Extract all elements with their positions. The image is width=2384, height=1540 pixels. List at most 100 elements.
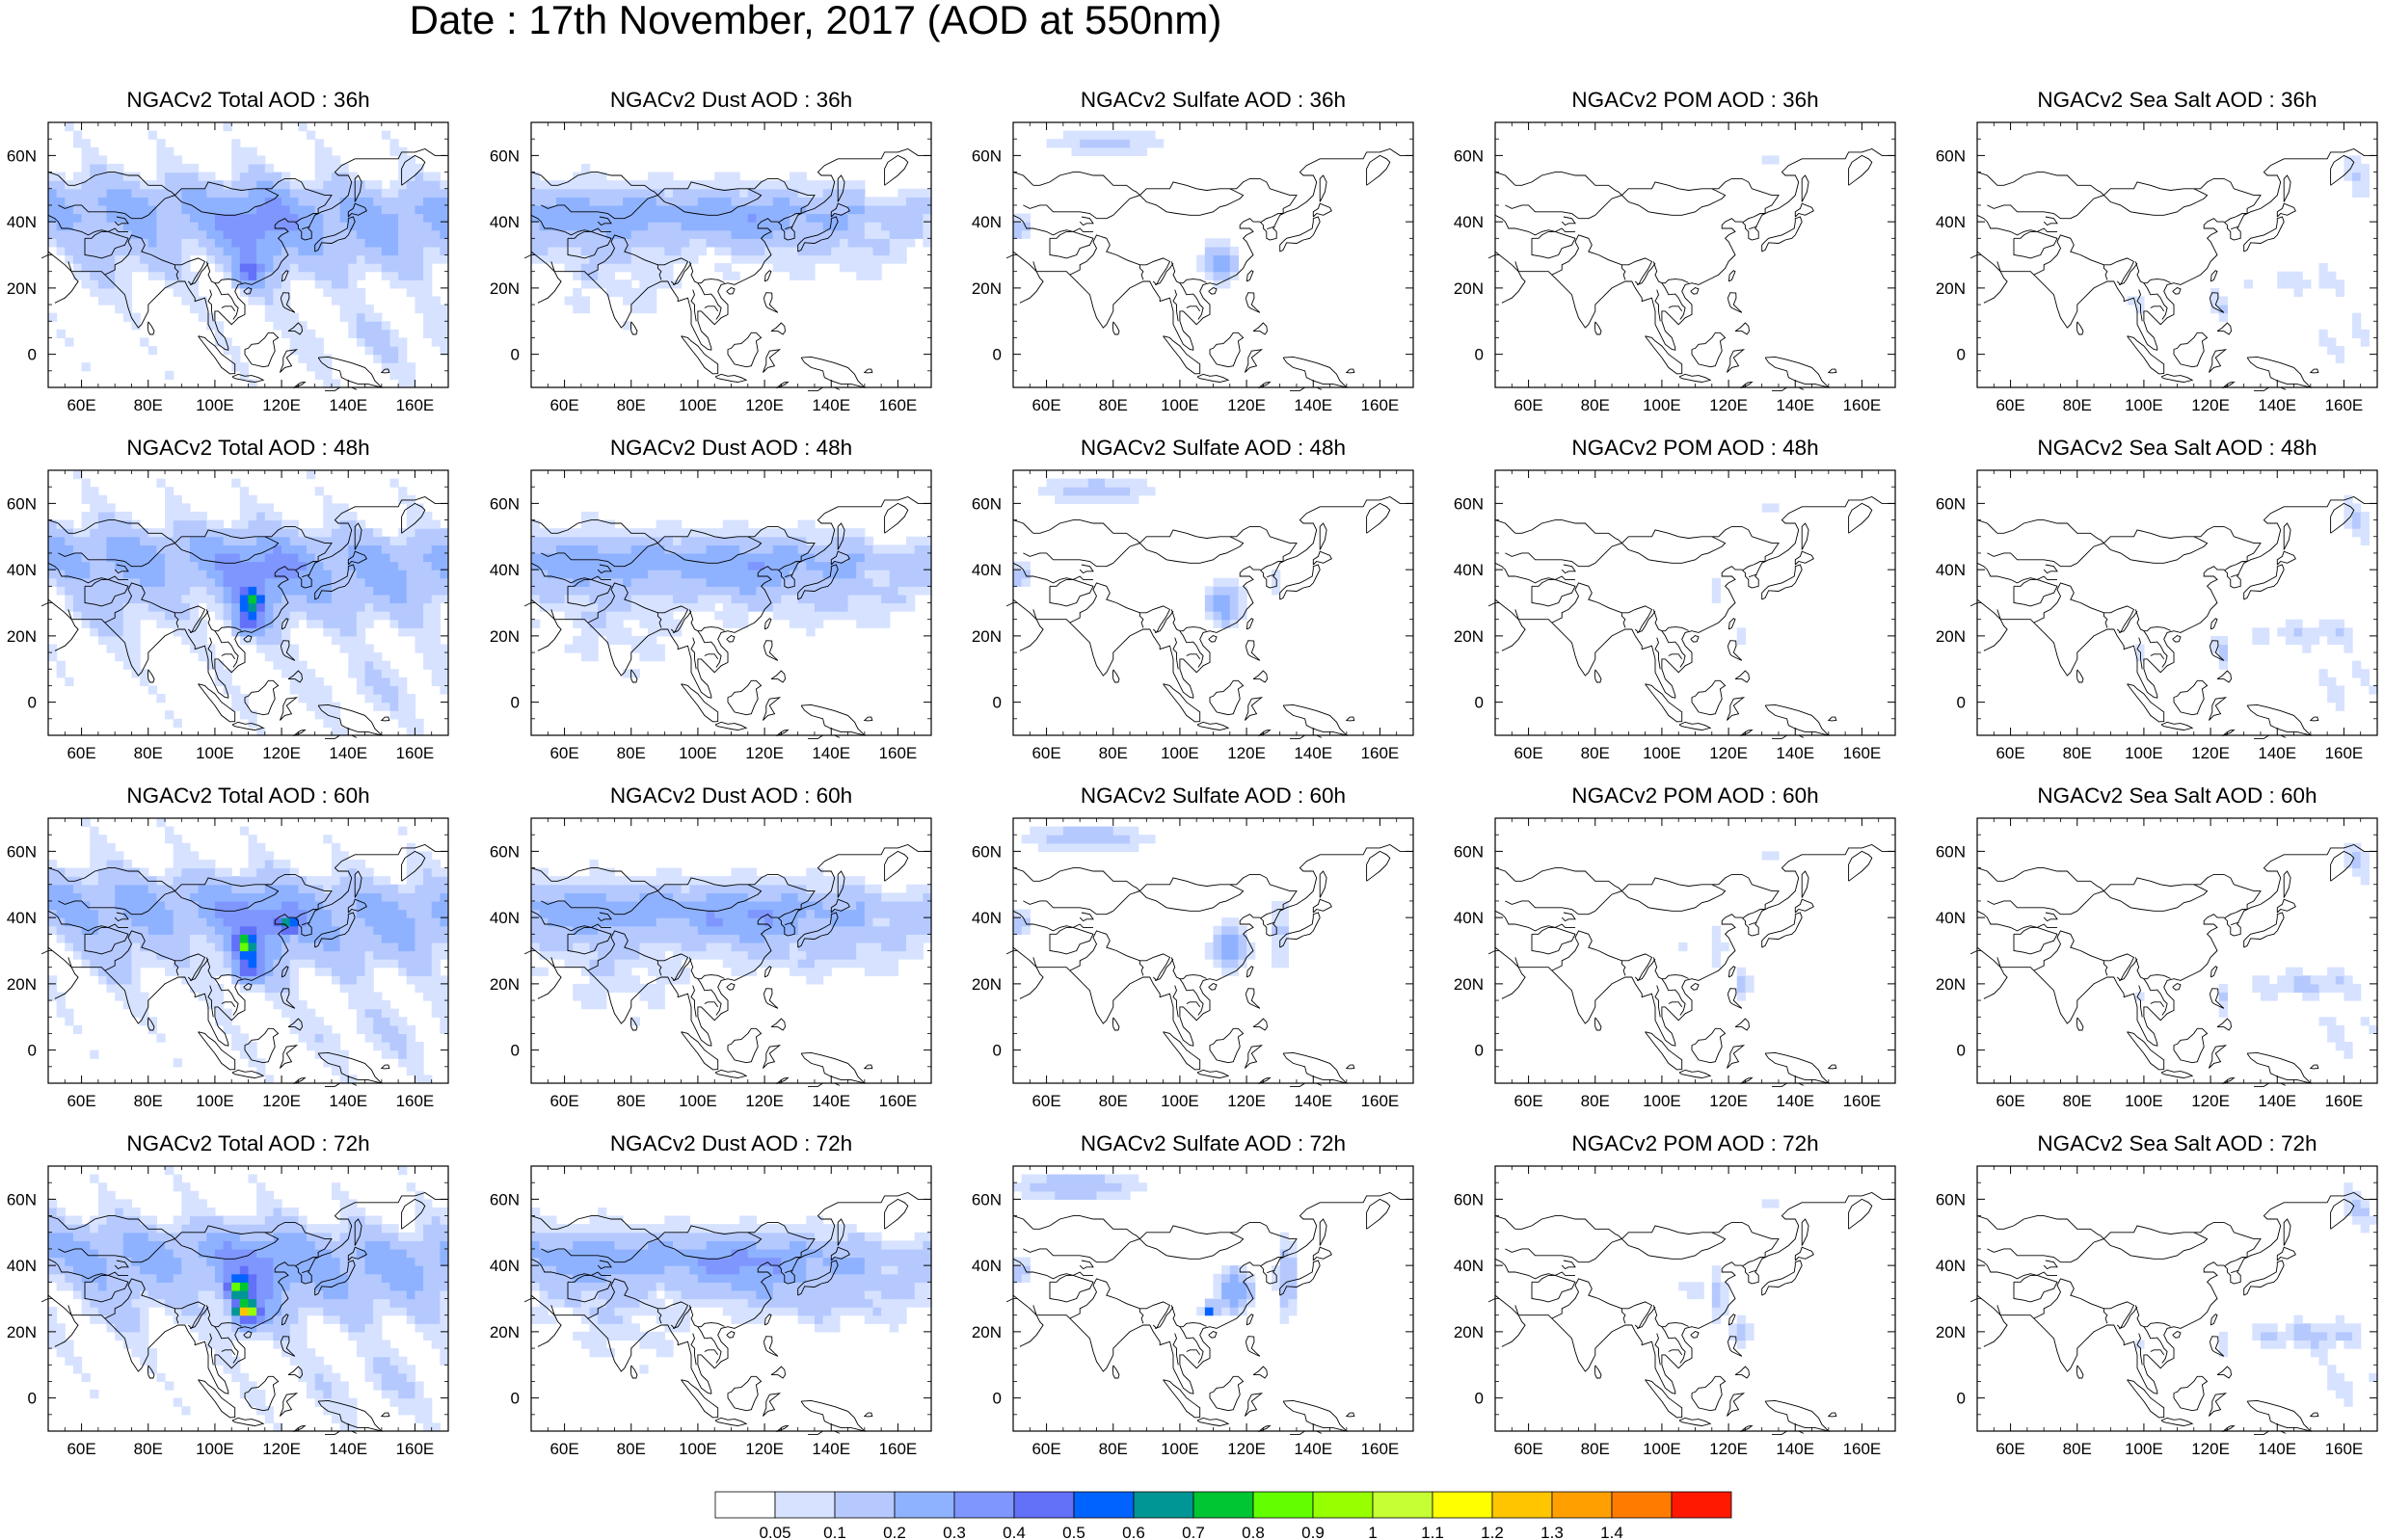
lon-tick-label: 100E (1161, 744, 1199, 762)
lon-tick-label: 80E (134, 1440, 163, 1458)
lat-tick-label: 60N (7, 146, 37, 165)
lon-tick-label: 60E (1996, 744, 2024, 762)
lat-tick-label: 20N (7, 975, 37, 994)
lon-tick-label: 100E (2125, 1092, 2163, 1110)
lon-tick-label: 80E (134, 744, 163, 762)
lat-tick-label: 60N (490, 494, 520, 513)
aod-field (531, 1208, 932, 1373)
colorbar-swatch (1492, 1492, 1552, 1518)
lat-tick-label: 0 (1957, 694, 1966, 712)
colorbar-swatch (1253, 1492, 1313, 1518)
lat-tick-label: 60N (972, 494, 1002, 513)
lat-tick-label: 20N (1454, 975, 1484, 994)
lon-tick-label: 100E (196, 396, 234, 414)
colorbar-swatch (1313, 1492, 1373, 1518)
aod-field (2128, 155, 2370, 362)
lat-tick-label: 20N (1454, 1323, 1484, 1341)
panel-title: NGACv2 Sulfate AOD : 36h (992, 89, 1435, 112)
lat-tick-label: 0 (1957, 1042, 1966, 1060)
aod-field (1013, 479, 1280, 628)
lon-tick-label: 60E (549, 1092, 578, 1110)
lon-tick-label: 160E (396, 1440, 435, 1458)
lon-tick-label: 160E (879, 396, 918, 414)
lon-tick-label: 60E (67, 1092, 95, 1110)
lat-tick-label: 0 (993, 694, 1002, 712)
lat-tick-label: 20N (1454, 279, 1484, 298)
lon-tick-label: 160E (1843, 396, 1882, 414)
lon-tick-label: 160E (879, 744, 918, 762)
colorbar-swatch (1373, 1492, 1433, 1518)
lon-tick-label: 140E (2258, 1092, 2296, 1110)
lon-tick-label: 100E (1161, 1440, 1199, 1458)
lon-tick-label: 100E (1643, 1440, 1681, 1458)
lat-tick-label: 20N (972, 1323, 1002, 1341)
lat-tick-label: 0 (1957, 1390, 1966, 1408)
lat-tick-label: 40N (490, 213, 520, 231)
lon-tick-label: 160E (1361, 1092, 1400, 1110)
lat-tick-label: 20N (490, 1323, 520, 1341)
lon-tick-label: 140E (1776, 744, 1814, 762)
panel-title: NGACv2 Sea Salt AOD : 60h (1956, 784, 2384, 808)
panel-title: NGACv2 Sea Salt AOD : 36h (1956, 89, 2384, 112)
lat-tick-label: 60N (972, 842, 1002, 861)
panel-title: NGACv2 Total AOD : 72h (27, 1132, 470, 1155)
colorbar-label: 0.8 (1242, 1524, 1265, 1540)
colorbar-label: 1.2 (1481, 1524, 1504, 1540)
lon-tick-label: 80E (1581, 744, 1610, 762)
lat-tick-label: 40N (490, 561, 520, 579)
lat-tick-label: 60N (1936, 146, 1966, 165)
colorbar-label: 1.3 (1540, 1524, 1564, 1540)
lon-tick-label: 140E (329, 1092, 367, 1110)
lon-tick-label: 60E (1996, 1092, 2024, 1110)
lon-tick-label: 100E (1161, 1092, 1199, 1110)
lon-tick-label: 160E (1843, 1440, 1882, 1458)
lon-tick-label: 80E (2063, 1440, 2092, 1458)
lat-tick-label: 0 (1475, 694, 1484, 712)
lon-tick-label: 140E (1776, 396, 1814, 414)
aod-field (2135, 843, 2377, 1059)
lon-tick-label: 60E (1031, 1092, 1060, 1110)
lat-tick-label: 40N (972, 909, 1002, 927)
lon-tick-label: 100E (679, 396, 717, 414)
lon-tick-label: 140E (812, 396, 850, 414)
lon-tick-label: 80E (2063, 1092, 2092, 1110)
lat-tick-label: 0 (1475, 1042, 1484, 1060)
lat-tick-label: 0 (511, 346, 520, 364)
lat-tick-label: 20N (490, 975, 520, 994)
colorbar-label: 0.9 (1301, 1524, 1325, 1540)
lat-tick-label: 60N (7, 494, 37, 513)
lon-tick-label: 80E (617, 744, 646, 762)
coastlines (1006, 845, 1413, 1087)
lon-tick-label: 160E (396, 396, 435, 414)
lon-tick-label: 140E (812, 1440, 850, 1458)
panel-title: NGACv2 POM AOD : 60h (1474, 784, 1917, 808)
lat-tick-label: 20N (972, 627, 1002, 646)
lon-tick-label: 100E (679, 1092, 717, 1110)
lon-tick-label: 60E (67, 1440, 95, 1458)
panel-title: NGACv2 Sea Salt AOD : 48h (1956, 437, 2384, 460)
colorbar-label: 0.7 (1182, 1524, 1205, 1540)
lon-tick-label: 160E (1361, 744, 1400, 762)
lon-tick-label: 120E (745, 744, 784, 762)
lon-tick-label: 160E (396, 744, 435, 762)
lat-tick-label: 0 (993, 1042, 1002, 1060)
lat-tick-label: 40N (1936, 1257, 1966, 1275)
lon-tick-label: 160E (2325, 1440, 2364, 1458)
lon-tick-label: 60E (1513, 1440, 1542, 1458)
lon-tick-label: 100E (679, 744, 717, 762)
aod-field (531, 164, 932, 330)
aod-field (2135, 1182, 2377, 1407)
lon-tick-label: 80E (134, 396, 163, 414)
lat-tick-label: 0 (28, 346, 37, 364)
lon-tick-label: 60E (549, 396, 578, 414)
colorbar-swatch (775, 1492, 835, 1518)
lon-tick-label: 120E (745, 396, 784, 414)
